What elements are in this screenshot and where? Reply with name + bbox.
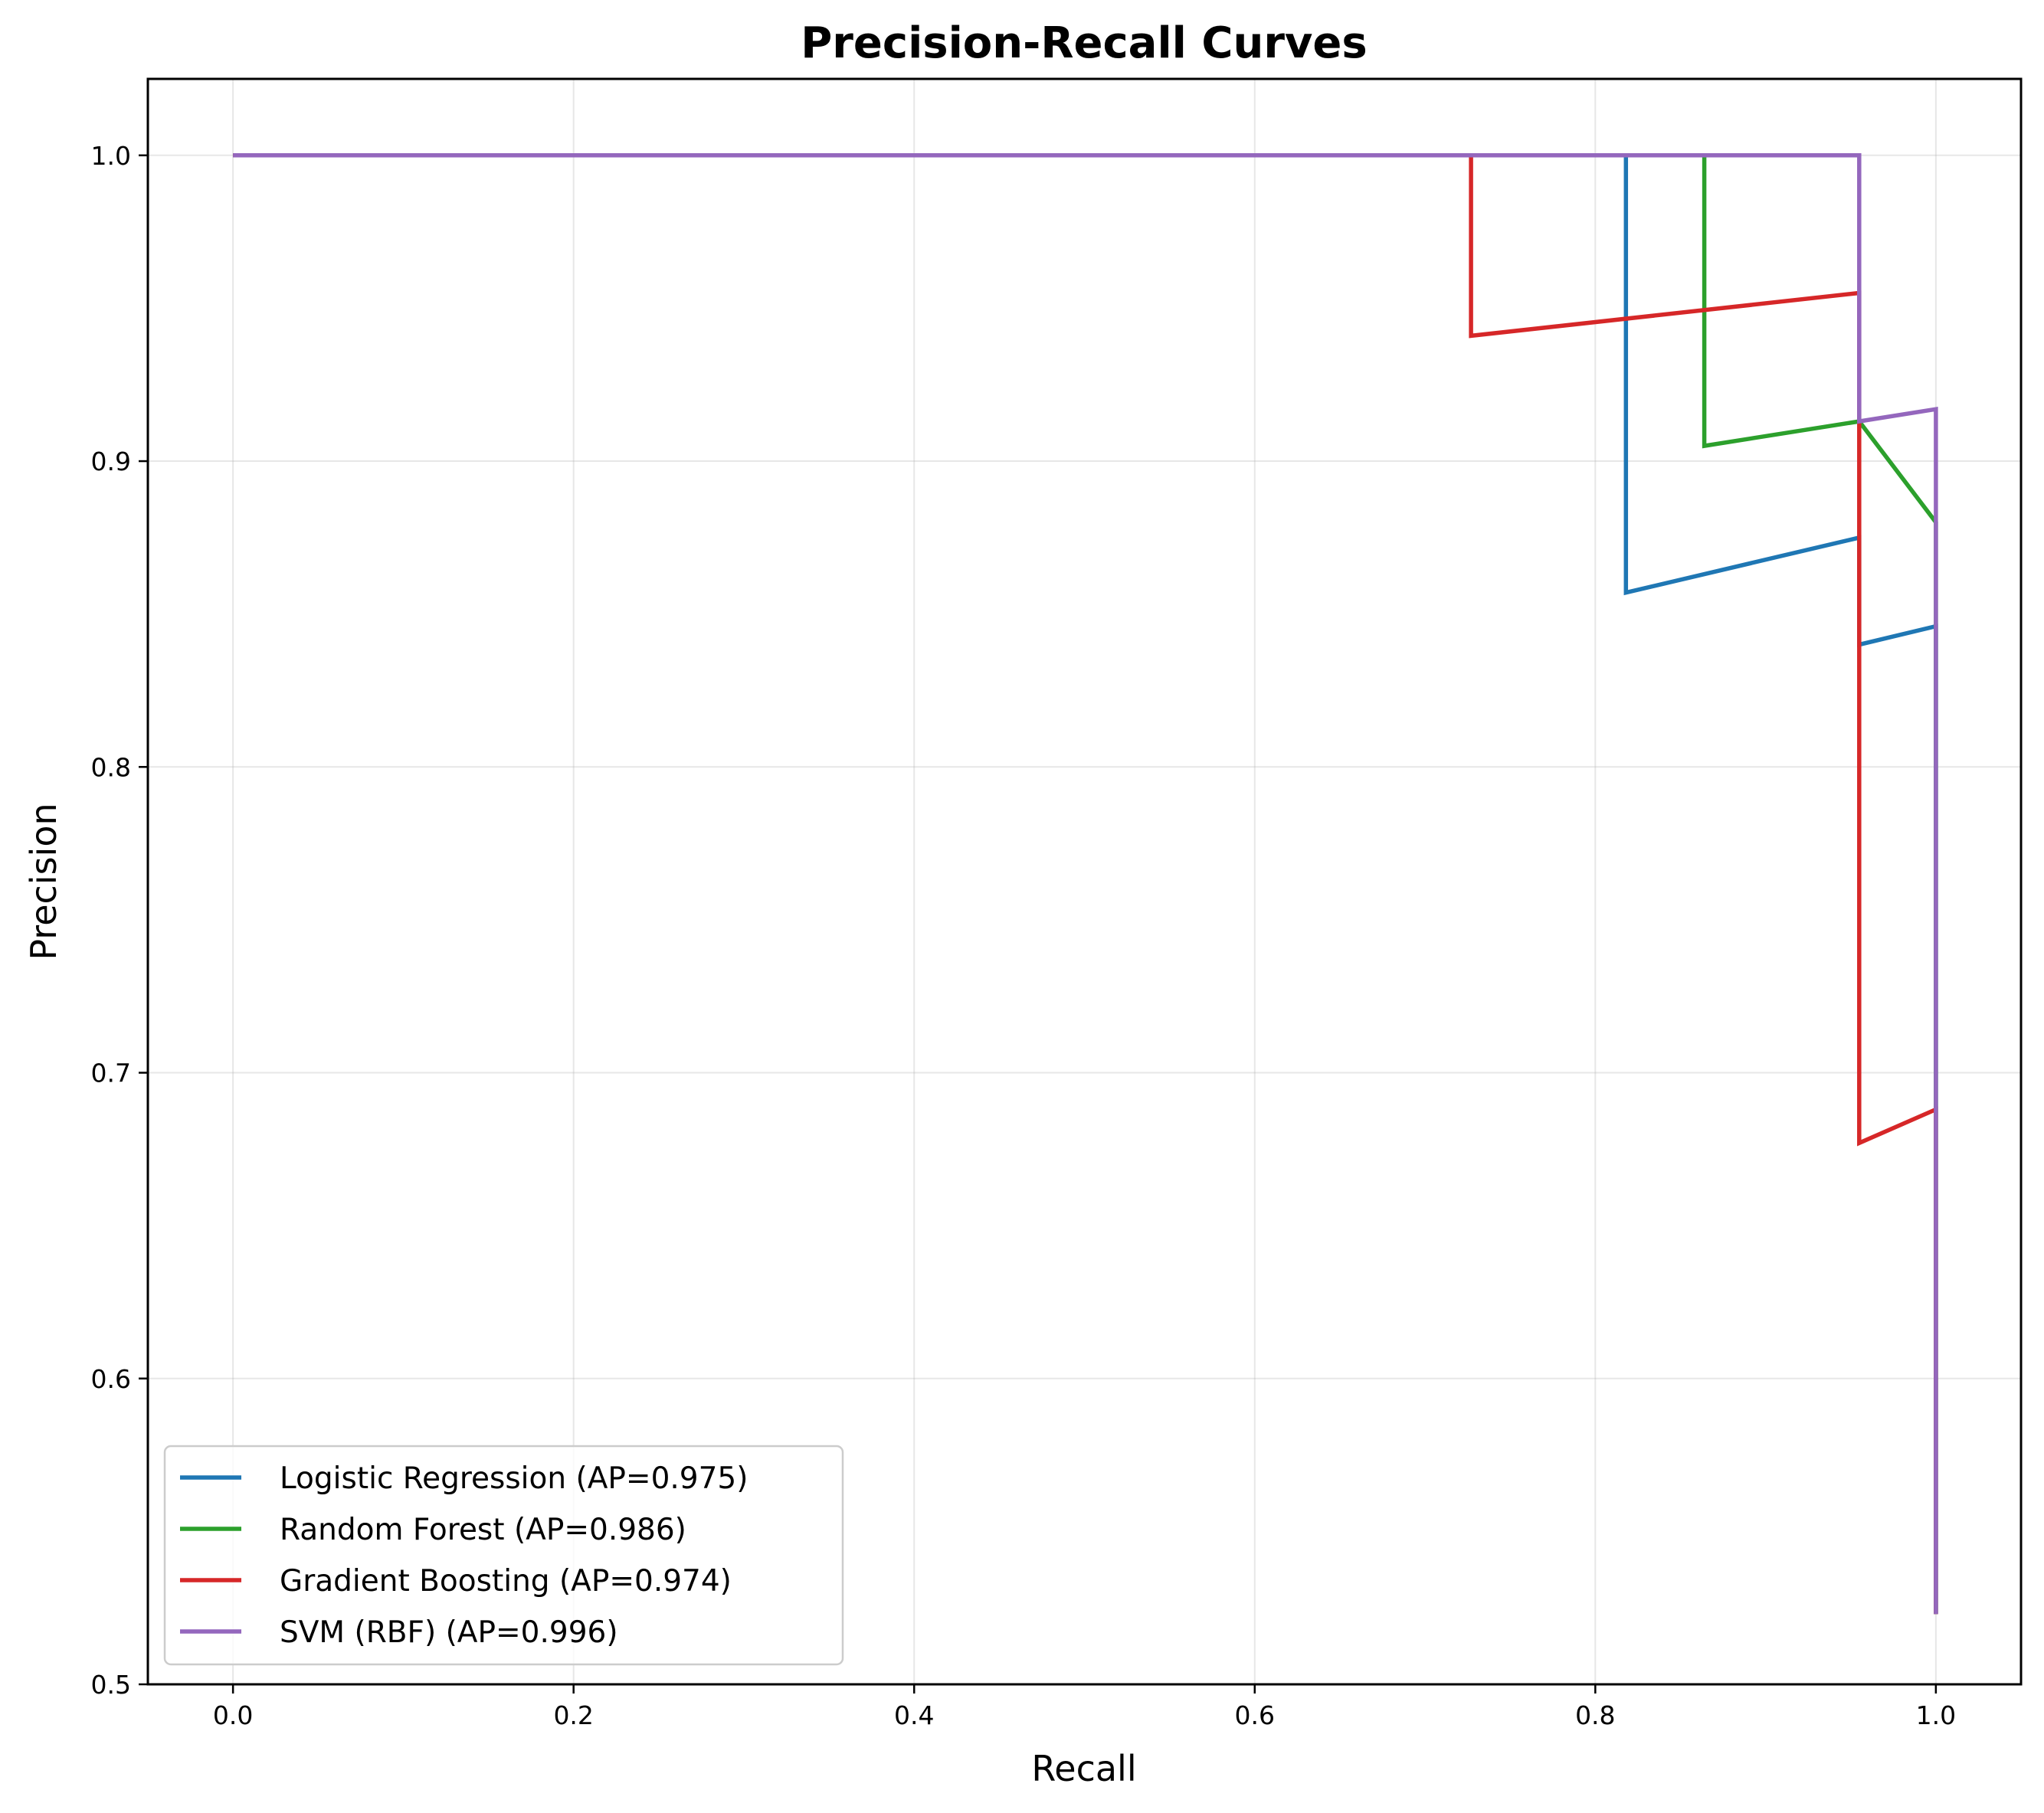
series-lines [233,153,1938,1615]
grid [148,79,2021,1685]
legend-label: SVM (RBF) (AP=0.996) [280,1615,618,1650]
series-line-3 [233,153,1938,1615]
legend: Logistic Regression (AP=0.975) Random For… [163,1445,844,1666]
x-tick-label: 0.8 [1575,1700,1615,1730]
ticks: 0.0 0.2 0.4 0.6 0.8 1.0 0.5 0.6 0.7 0.8 0.9 1.0 [91,141,1957,1730]
x-tick-label: 0.4 [894,1700,934,1730]
chart-title: Precision-Recall Curves [801,18,1368,68]
x-tick-label: 0.2 [553,1700,593,1730]
y-tick-label: 0.8 [91,752,131,782]
legend-label: Random Forest (AP=0.986) [280,1513,686,1547]
y-tick-label: 0.7 [91,1059,131,1088]
x-tick-label: 0.6 [1235,1700,1275,1730]
x-axis-title: Recall [1031,1748,1136,1789]
y-axis-title: Precision [23,803,64,960]
y-tick-label: 0.6 [91,1364,131,1394]
y-tick-label: 0.9 [91,447,131,476]
legend-label: Logistic Regression (AP=0.975) [280,1461,748,1496]
plot-frame [146,77,2023,1686]
legend-box [163,1445,844,1666]
y-tick-label: 0.5 [91,1670,131,1700]
x-tick-label: 1.0 [1916,1700,1956,1730]
legend-label: Gradient Boosting (AP=0.974) [280,1564,732,1599]
x-tick-label: 0.0 [213,1700,253,1730]
legend-items: Logistic Regression (AP=0.975) Random For… [180,1461,748,1650]
y-tick-label: 1.0 [91,141,131,171]
